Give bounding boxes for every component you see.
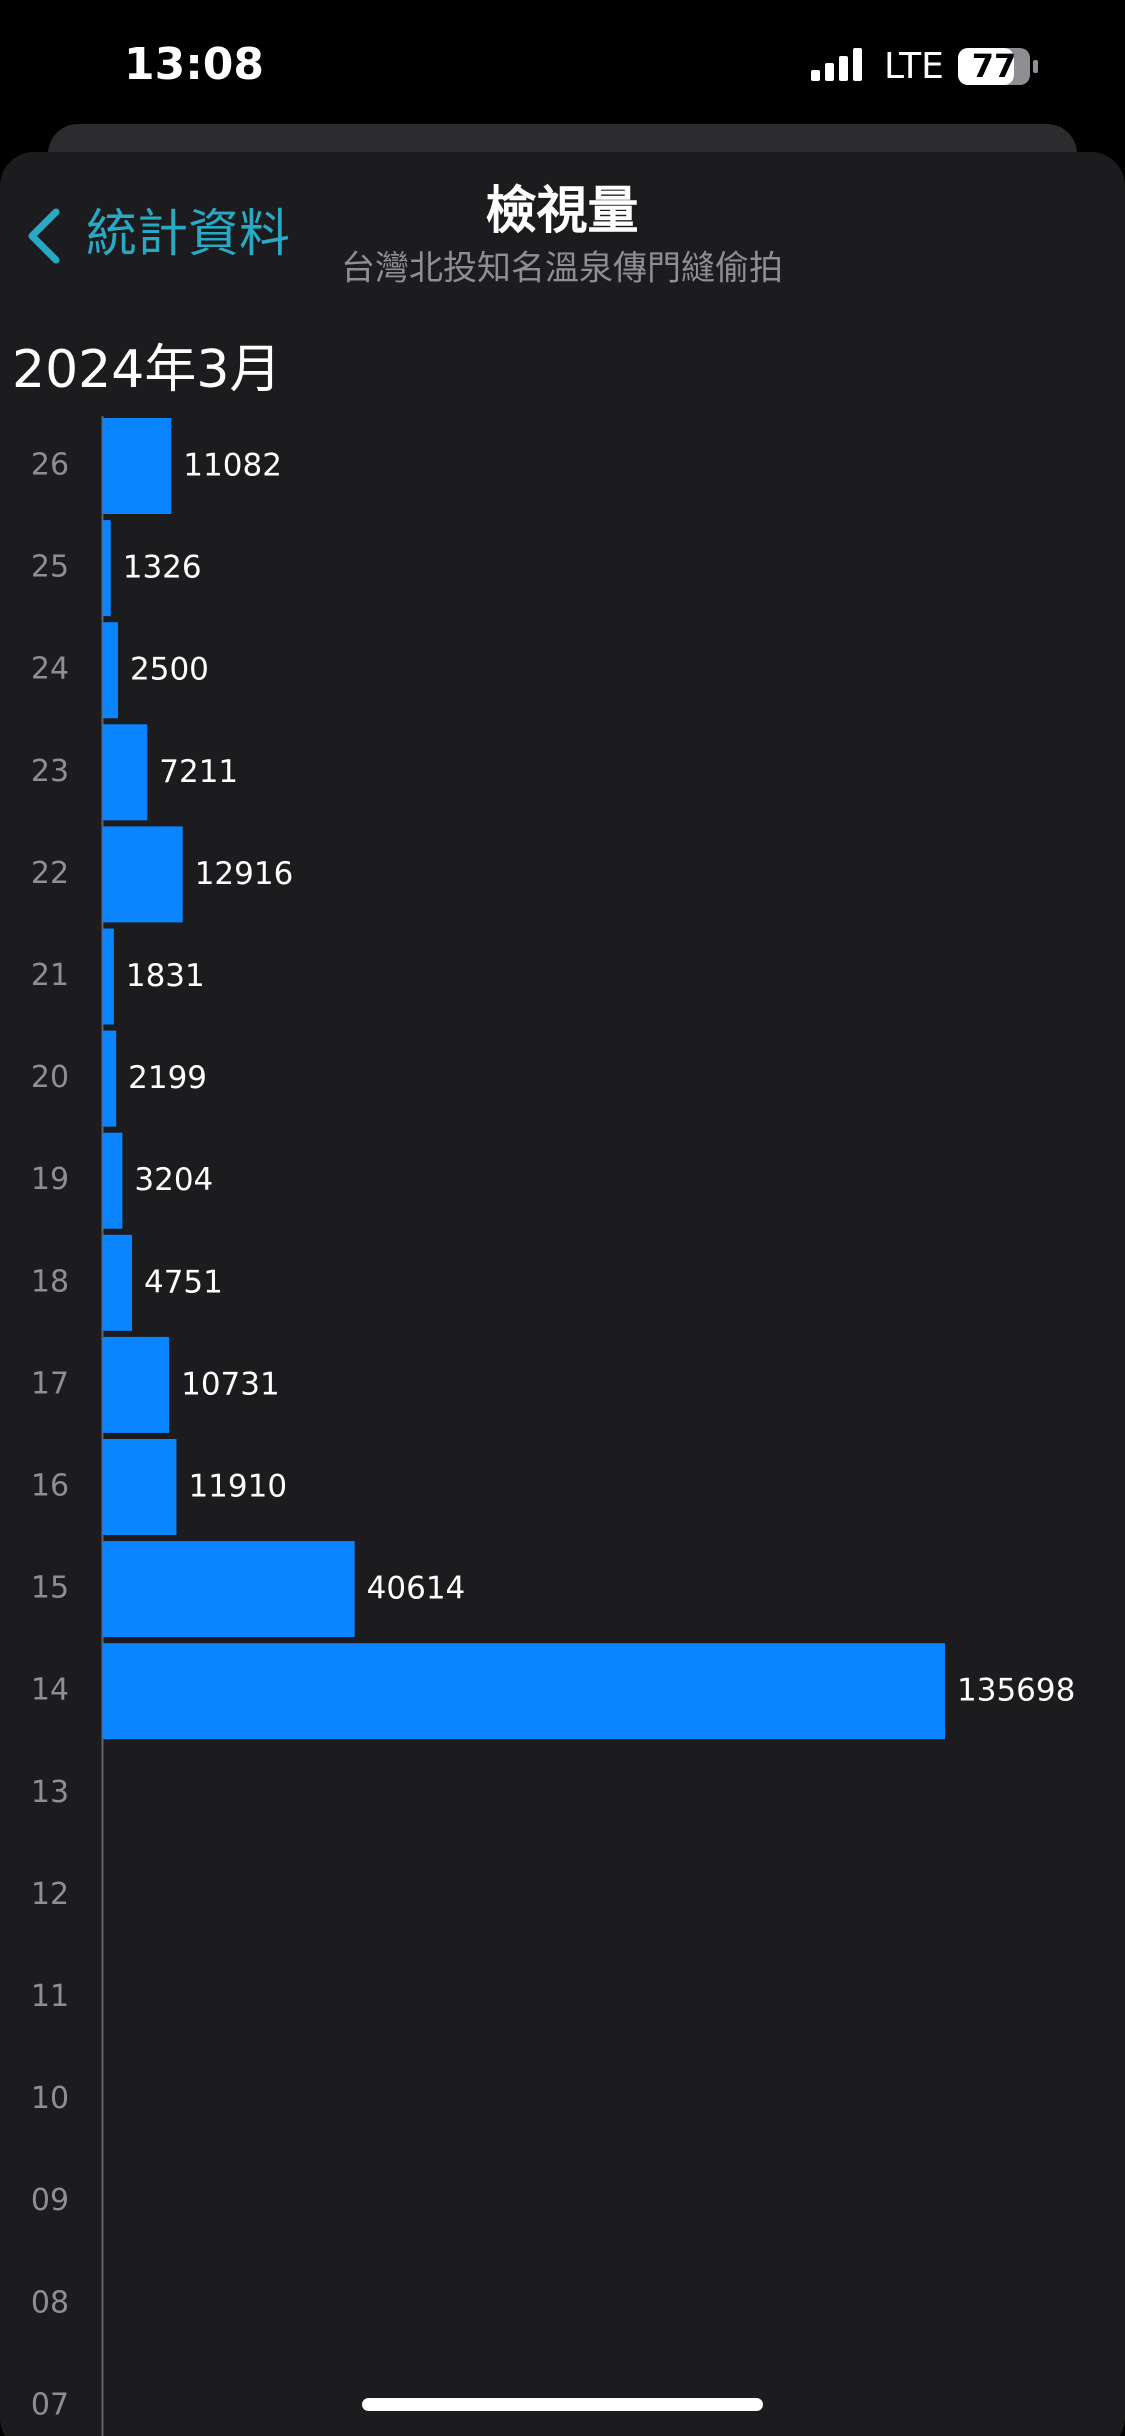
value-label: 3204 [134,1162,213,1198]
row-label: 16 [31,1469,69,1504]
row-label: 14 [31,1673,69,1708]
signal-icon [811,48,862,81]
row-label: 13 [31,1775,69,1810]
back-label[interactable]: 統計資料 [86,205,290,264]
status-battery: 77 [972,47,1017,85]
bar [102,826,183,923]
bar [102,724,148,821]
value-label: 11910 [188,1469,287,1505]
row-label: 09 [31,2183,69,2218]
bar [102,1439,177,1535]
row-label: 22 [31,856,69,891]
row-label: 12 [31,1877,69,1912]
chart-title: 2024年3月 [12,340,281,400]
row-label: 11 [31,1979,69,2014]
value-label: 1831 [126,958,205,994]
sheet [0,152,1125,2436]
battery-icon [958,48,1038,85]
bar [102,418,172,514]
bar [102,1234,132,1331]
value-label: 135698 [957,1673,1075,1709]
value-label: 4751 [144,1264,223,1300]
bar [102,1336,170,1433]
nav-subtitle: 台灣北投知名溫泉傳門縫偷拍 [341,249,783,289]
value-label: 11082 [183,448,282,484]
row-label: 18 [31,1264,69,1299]
nav-title: 檢視量 [485,182,638,241]
home-indicator [362,2398,763,2411]
value-label: 7211 [159,754,238,790]
row-label: 19 [31,1162,69,1197]
row-label: 17 [31,1366,69,1401]
bar [102,1132,123,1229]
bar [102,1643,945,1740]
value-label: 40614 [367,1571,466,1607]
bar [102,928,114,1025]
chart: 26 11082 25 1326 24 2500 23 7211 22 12916 21 1831 20… [31,418,1075,2422]
back-chevron[interactable] [28,208,60,264]
value-label: 1326 [123,550,202,586]
row-label: 08 [31,2285,69,2320]
row-label: 15 [31,1571,69,1606]
bar [102,1030,117,1127]
row-label: 10 [31,2081,69,2116]
row-label: 25 [31,550,69,585]
row-label: 07 [31,2387,69,2422]
status-time: 13:08 [124,39,264,90]
value-label: 12916 [195,856,294,892]
value-label: 2500 [130,652,209,688]
bar [102,1541,355,1638]
value-label: 2199 [128,1060,207,1096]
value-label: 10731 [181,1366,280,1402]
row-label: 20 [31,1060,69,1095]
status-network: LTE [884,46,944,87]
row-label: 21 [31,958,69,993]
back-button[interactable]: 統計資料 [28,205,290,264]
row-label: 23 [31,754,69,789]
bar [102,520,111,617]
row-label: 26 [31,448,69,483]
bar [102,622,119,719]
row-label: 24 [31,652,69,687]
